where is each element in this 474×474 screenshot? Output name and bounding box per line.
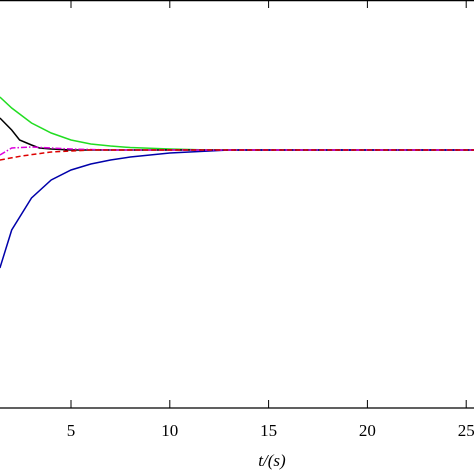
series-line xyxy=(0,146,474,156)
x-tick-label: 5 xyxy=(67,421,76,440)
x-tick-label: 20 xyxy=(359,421,376,440)
x-axis-label: t/(s) xyxy=(258,451,286,470)
x-tick-label: 25 xyxy=(458,421,474,440)
series-line xyxy=(0,117,474,151)
series-line xyxy=(0,149,474,269)
series-line xyxy=(0,96,474,151)
x-tick-label: 10 xyxy=(161,421,178,440)
series-line xyxy=(0,149,474,161)
x-tick-label: 15 xyxy=(260,421,277,440)
